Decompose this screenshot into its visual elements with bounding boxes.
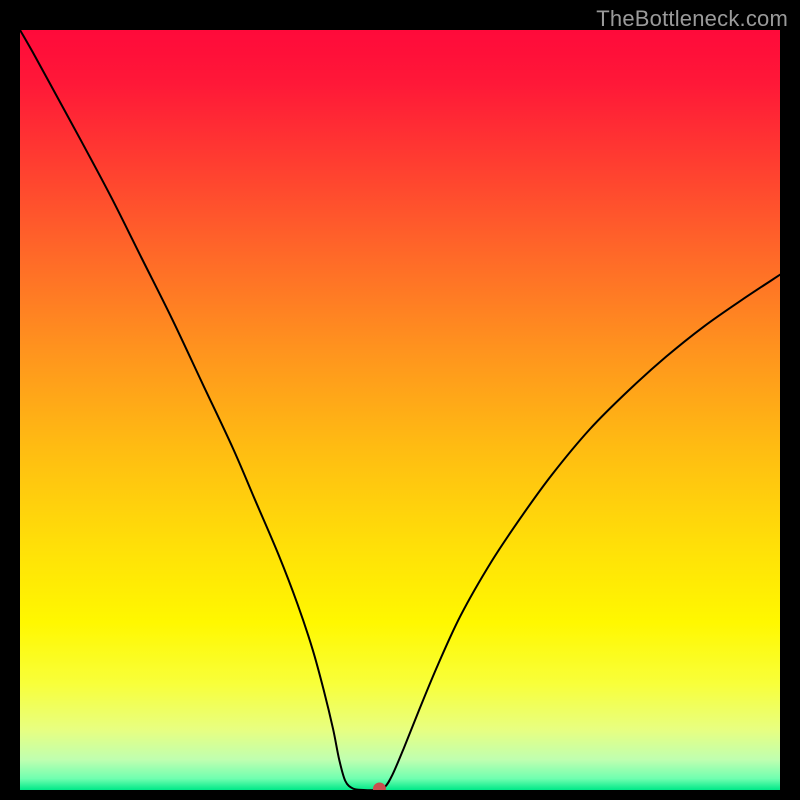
chart-frame: TheBottleneck.com: [0, 0, 800, 800]
watermark-text: TheBottleneck.com: [596, 6, 788, 32]
plot-area: [20, 30, 780, 790]
optimal-point-marker: [373, 783, 385, 790]
gradient-background: [20, 30, 780, 790]
bottleneck-curve-chart: [20, 30, 780, 790]
